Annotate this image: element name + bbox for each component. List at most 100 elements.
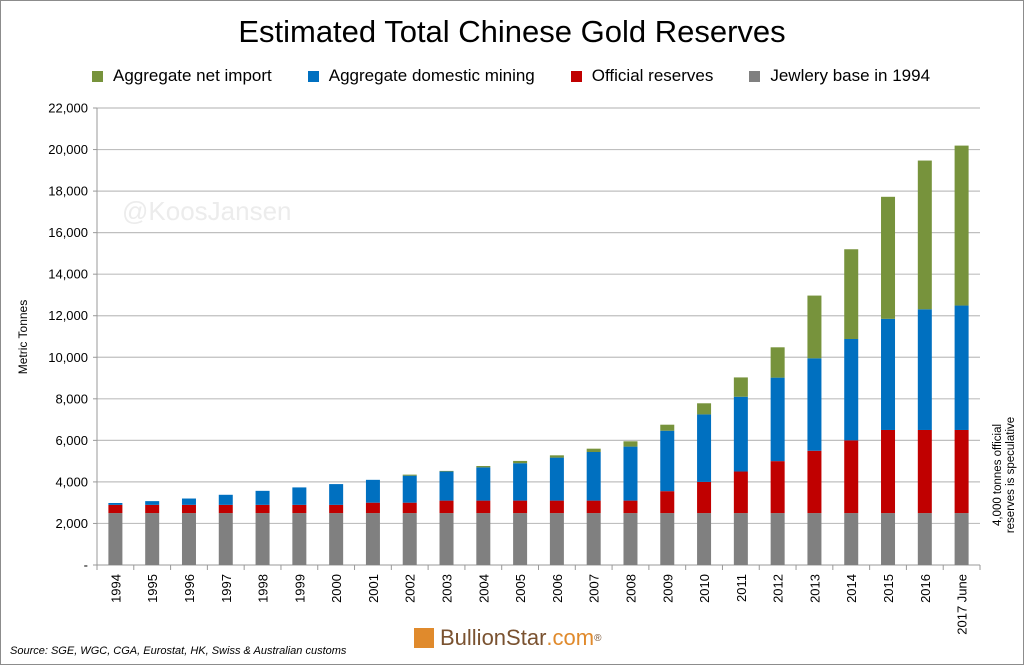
bar-aggregate-net-import bbox=[844, 249, 859, 339]
bar-aggregate-net-import bbox=[660, 424, 675, 431]
bar-jewlery-base-in-1994 bbox=[881, 513, 896, 565]
x-tick-label: 2016 bbox=[918, 574, 933, 603]
bar-jewlery-base-in-1994 bbox=[218, 513, 233, 565]
x-tick-label: 2012 bbox=[771, 574, 786, 603]
legend-item-net-import: Aggregate net import bbox=[92, 66, 272, 86]
bar-aggregate-domestic-mining bbox=[292, 487, 307, 505]
x-tick-label: 2004 bbox=[476, 574, 491, 603]
x-tick-label: 1995 bbox=[145, 574, 160, 603]
legend-label: Aggregate domestic mining bbox=[328, 66, 535, 85]
bar-official-reserves bbox=[807, 450, 822, 514]
watermark: @KoosJansen bbox=[122, 196, 292, 226]
x-tick-label: 2009 bbox=[660, 574, 675, 603]
bar-aggregate-net-import bbox=[586, 448, 601, 452]
source-note: Source: SGE, WGC, CGA, Eurostat, HK, Swi… bbox=[10, 645, 347, 657]
bar-aggregate-domestic-mining bbox=[402, 475, 417, 503]
bar-official-reserves bbox=[733, 471, 748, 514]
x-tick-label: 2017 June bbox=[955, 574, 970, 635]
y-axis-label: Metric Tonnes bbox=[16, 299, 30, 375]
bar-jewlery-base-in-1994 bbox=[255, 513, 270, 565]
x-tick-label: 2000 bbox=[329, 574, 344, 603]
bar-aggregate-domestic-mining bbox=[181, 498, 196, 505]
x-tick-label: 1997 bbox=[219, 574, 234, 603]
bar-aggregate-domestic-mining bbox=[733, 396, 748, 472]
bar-official-reserves bbox=[954, 429, 969, 514]
bar-aggregate-domestic-mining bbox=[108, 502, 123, 505]
x-tick-label: 1996 bbox=[182, 574, 197, 603]
annotation: 4,000 tonnes official reserves is specul… bbox=[992, 416, 1017, 534]
bar-aggregate-net-import bbox=[402, 474, 417, 476]
bar-aggregate-domestic-mining bbox=[954, 305, 969, 430]
bar-official-reserves bbox=[770, 461, 785, 514]
legend-swatch bbox=[749, 70, 761, 82]
star-logo-icon bbox=[414, 628, 434, 648]
legend-label: Jewlery base in 1994 bbox=[770, 66, 931, 85]
y-tick-label: 14,000 bbox=[48, 267, 88, 282]
bar-official-reserves bbox=[255, 504, 270, 514]
bar-official-reserves bbox=[513, 500, 528, 514]
x-tick-label: 2008 bbox=[623, 574, 638, 603]
x-tick-label: 1994 bbox=[108, 574, 123, 603]
x-tick-label: 2007 bbox=[587, 574, 602, 603]
y-tick-label: - bbox=[84, 558, 88, 573]
bar-jewlery-base-in-1994 bbox=[513, 513, 528, 565]
bar-aggregate-domestic-mining bbox=[145, 501, 160, 505]
x-tick-label: 2014 bbox=[844, 574, 859, 603]
legend-label: Official reserves bbox=[591, 66, 714, 85]
bar-aggregate-net-import bbox=[733, 377, 748, 397]
bar-jewlery-base-in-1994 bbox=[807, 513, 822, 565]
bullionstar-logo: BullionStar .com ® bbox=[414, 625, 601, 651]
y-tick-label: 8,000 bbox=[55, 391, 88, 406]
bar-aggregate-net-import bbox=[954, 145, 969, 306]
bar-official-reserves bbox=[549, 500, 564, 514]
bar-official-reserves bbox=[329, 504, 344, 514]
x-tick-label: 2006 bbox=[550, 574, 565, 603]
bar-aggregate-domestic-mining bbox=[329, 484, 344, 505]
bar-official-reserves bbox=[844, 440, 859, 514]
bar-aggregate-domestic-mining bbox=[807, 358, 822, 451]
bar-aggregate-domestic-mining bbox=[255, 490, 270, 505]
bar-aggregate-net-import bbox=[697, 403, 712, 415]
bar-aggregate-net-import bbox=[807, 295, 822, 359]
bar-aggregate-domestic-mining bbox=[365, 479, 380, 503]
bar-jewlery-base-in-1994 bbox=[623, 513, 638, 565]
bar-jewlery-base-in-1994 bbox=[181, 513, 196, 565]
bar-aggregate-domestic-mining bbox=[697, 414, 712, 482]
legend: Aggregate net import Aggregate domestic … bbox=[92, 66, 966, 86]
bar-official-reserves bbox=[623, 500, 638, 514]
bar-jewlery-base-in-1994 bbox=[954, 513, 969, 565]
y-tick-label: 4,000 bbox=[55, 474, 88, 489]
y-tick-label: 18,000 bbox=[48, 184, 88, 199]
bar-aggregate-domestic-mining bbox=[917, 309, 932, 430]
y-tick-label: 20,000 bbox=[48, 142, 88, 157]
bar-official-reserves bbox=[402, 502, 417, 514]
x-tick-label: 2011 bbox=[734, 574, 749, 602]
bar-jewlery-base-in-1994 bbox=[329, 513, 344, 565]
bar-aggregate-net-import bbox=[917, 160, 932, 310]
bar-aggregate-net-import bbox=[770, 347, 785, 378]
x-tick-label: 1998 bbox=[256, 574, 271, 603]
bar-aggregate-net-import bbox=[881, 196, 896, 319]
bar-official-reserves bbox=[181, 504, 196, 514]
bar-jewlery-base-in-1994 bbox=[292, 513, 307, 565]
bar-jewlery-base-in-1994 bbox=[917, 513, 932, 565]
x-tick-label: 2005 bbox=[513, 574, 528, 603]
bar-official-reserves bbox=[697, 481, 712, 514]
logo-name: BullionStar bbox=[440, 625, 547, 650]
bar-official-reserves bbox=[145, 504, 160, 514]
logo-suffix: .com bbox=[546, 625, 595, 650]
y-tick-label: 10,000 bbox=[48, 350, 88, 365]
y-tick-label: 16,000 bbox=[48, 225, 88, 240]
legend-swatch bbox=[307, 70, 319, 82]
legend-swatch bbox=[92, 70, 103, 82]
bar-official-reserves bbox=[218, 504, 233, 514]
y-tick-label: 6,000 bbox=[55, 433, 88, 448]
bar-jewlery-base-in-1994 bbox=[549, 513, 564, 565]
chart-title: Estimated Total Chinese Gold Reserves bbox=[238, 14, 786, 49]
bar-jewlery-base-in-1994 bbox=[145, 513, 160, 565]
bar-official-reserves bbox=[108, 504, 123, 514]
bar-jewlery-base-in-1994 bbox=[402, 513, 417, 565]
bar-official-reserves bbox=[476, 500, 491, 514]
x-tick-label: 2001 bbox=[366, 574, 381, 603]
